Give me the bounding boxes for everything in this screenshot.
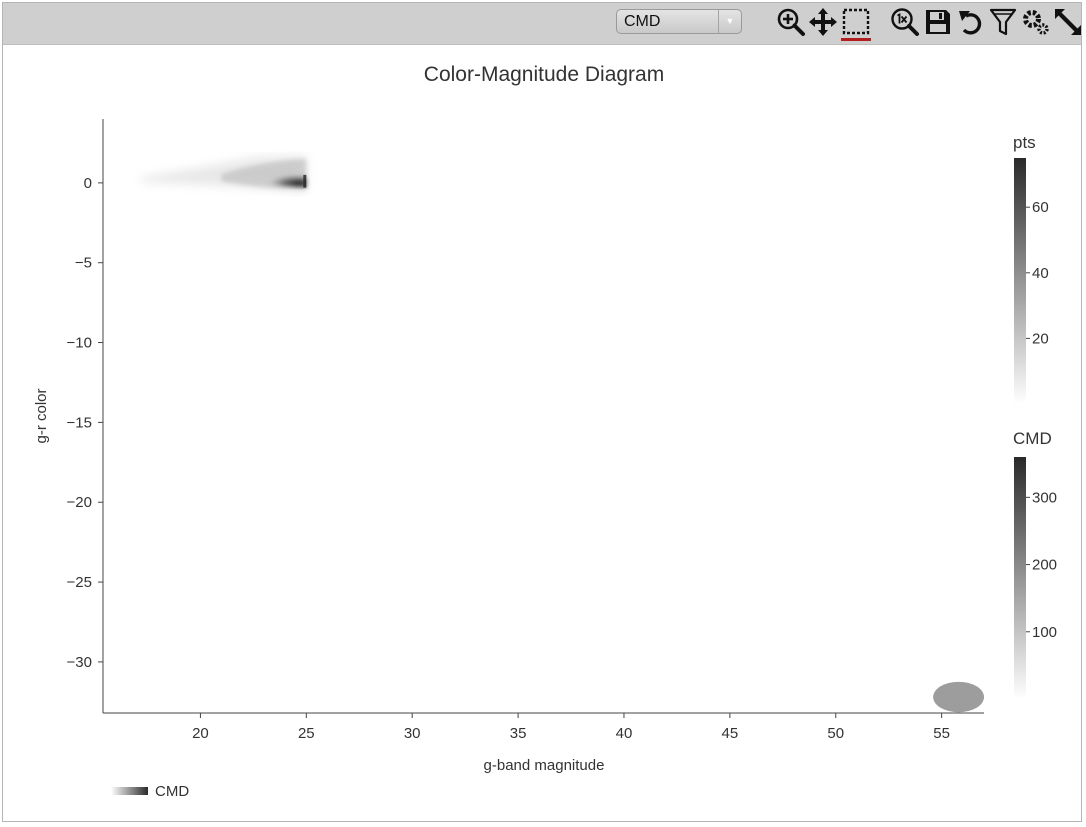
colorbar-cmd: CMD 100 200 300 [1013, 429, 1057, 699]
y-tick-label: −15 [67, 414, 92, 431]
x-tick-label: 25 [298, 725, 315, 742]
colorbars: pts 20 40 60 CMD 100 200 300 [1013, 133, 1057, 699]
colorbar-tick-label: 40 [1032, 265, 1049, 282]
cloud-core [255, 173, 307, 188]
x-tick-label: 50 [827, 725, 844, 742]
y-tick-label: −25 [67, 574, 92, 591]
colorbar-gradient [1014, 457, 1026, 699]
chevron-down-icon[interactable]: ▼ [718, 10, 741, 33]
settings-icon[interactable] [1021, 7, 1051, 37]
legend[interactable]: CMD [111, 783, 189, 800]
y-tick-label: 0 [84, 175, 92, 192]
dataset-select[interactable]: CMD ▼ [616, 9, 742, 34]
x-axis-label: g-band magnitude [484, 757, 605, 774]
colorbar-tick-label: 60 [1032, 199, 1049, 216]
cloud-edge [303, 174, 307, 188]
dataset-select-value: CMD [624, 13, 661, 30]
colorbar-tick-label: 300 [1032, 489, 1057, 506]
chart-title: Color-Magnitude Diagram [424, 63, 664, 86]
expand-icon[interactable] [1053, 7, 1083, 37]
zoom-reset-1x-icon[interactable] [890, 7, 920, 37]
y-tick-label: −30 [67, 654, 92, 671]
plot-area: 20 25 30 35 40 45 50 55 0 −5 −10 −15 −20 −25 −30 [67, 119, 984, 742]
legend-swatch [111, 787, 148, 795]
colorbar-tick-label: 20 [1032, 330, 1049, 347]
save-icon[interactable] [923, 7, 953, 37]
main-sequence-cloud [140, 155, 307, 193]
y-ticks: 0 −5 −10 −15 −20 −25 −30 [67, 175, 103, 671]
x-tick-label: 20 [192, 725, 209, 742]
y-tick-label: −10 [67, 335, 92, 352]
colorbar-tick-label: 200 [1032, 557, 1057, 574]
x-tick-label: 35 [510, 725, 527, 742]
y-axis-label: g-r color [33, 388, 50, 443]
colorbar-tick-label: 100 [1032, 624, 1057, 641]
reset-icon[interactable] [956, 7, 986, 37]
zoom-in-icon[interactable] [776, 7, 806, 37]
outlier-blob-texture [933, 681, 984, 713]
y-tick-label: −20 [67, 494, 92, 511]
y-tick-label: −5 [75, 255, 92, 272]
plot-toolbar: CMD ▼ [3, 3, 1081, 45]
x-tick-label: 30 [404, 725, 421, 742]
colorbar-pts: pts 20 40 60 [1013, 133, 1049, 404]
colorbar-gradient [1014, 158, 1026, 404]
filter-icon[interactable] [988, 7, 1018, 37]
x-tick-label: 45 [722, 725, 739, 742]
x-tick-label: 40 [616, 725, 633, 742]
active-tool-indicator [841, 38, 871, 41]
colorbar-title: pts [1013, 133, 1036, 152]
heatmap-regions [140, 155, 984, 713]
x-tick-label: 55 [933, 725, 950, 742]
legend-label: CMD [155, 783, 189, 800]
x-ticks: 20 25 30 35 40 45 50 55 [192, 713, 950, 742]
colorbar-title: CMD [1013, 429, 1052, 448]
pan-icon[interactable] [808, 7, 838, 37]
box-select-icon[interactable] [841, 7, 871, 37]
